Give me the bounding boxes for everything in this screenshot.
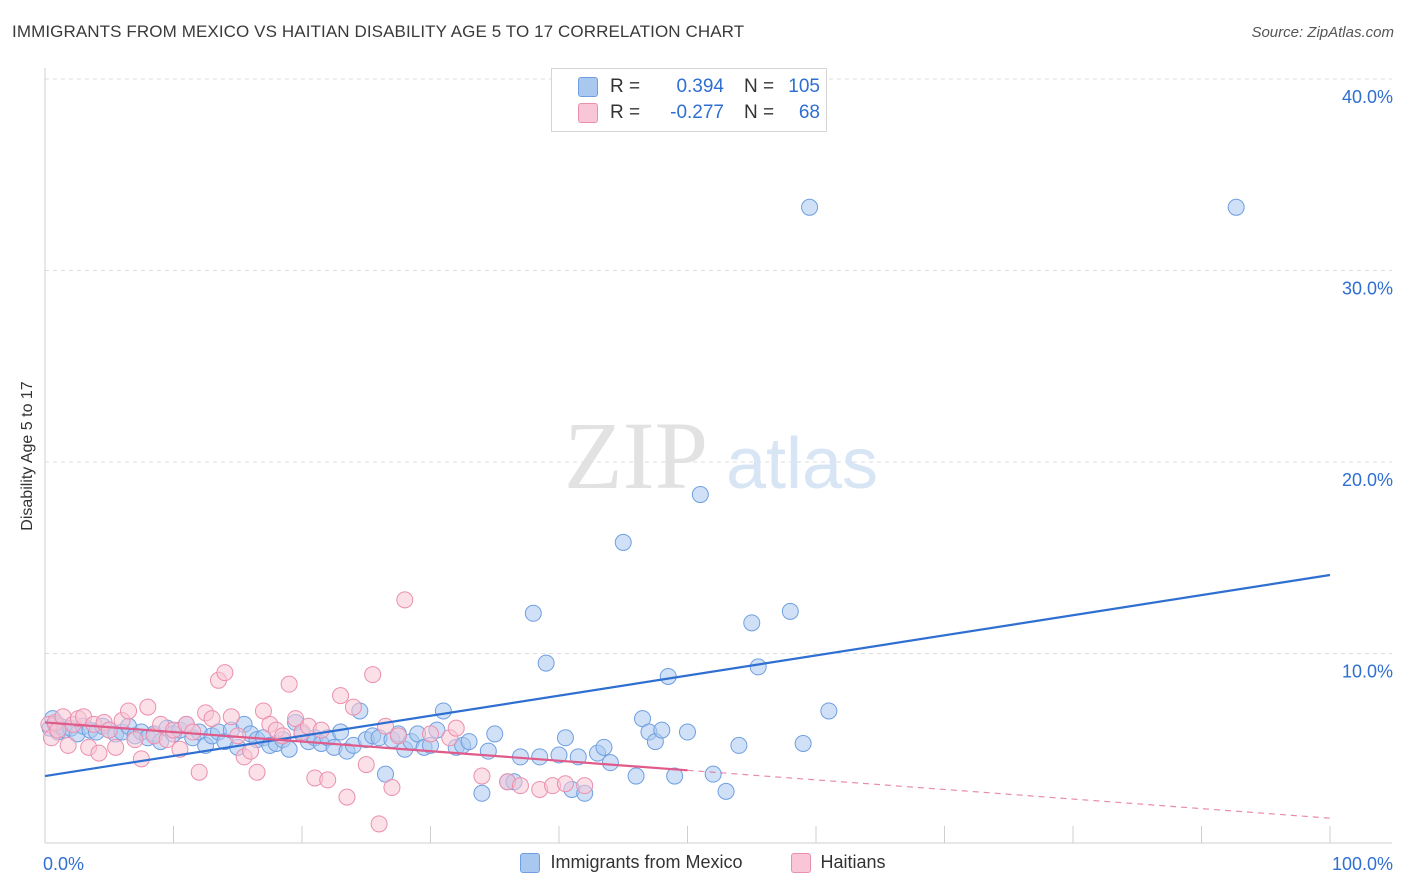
mexico-point: [1227, 198, 1245, 216]
mexico-point: [820, 702, 838, 720]
haitian-point: [319, 771, 337, 789]
watermark-atlas: atlas: [726, 424, 878, 504]
mexico-point: [717, 782, 735, 800]
legend-r-value: 0.394: [676, 76, 724, 97]
mexico-point: [486, 725, 504, 743]
haitian-point: [222, 708, 240, 726]
haitian-point: [280, 675, 298, 693]
haitian-point: [364, 666, 382, 684]
legend-r-label: R =: [610, 102, 641, 123]
legend-n-label: N =: [744, 76, 775, 97]
mexico-point: [473, 784, 491, 802]
y-tick-label: 10.0%: [1342, 662, 1393, 682]
haitian-point: [107, 738, 125, 756]
chart-title: IMMIGRANTS FROM MEXICO VS HAITIAN DISABI…: [12, 22, 745, 41]
mexico-point: [653, 721, 671, 739]
legend-label-mexico: Immigrants from Mexico: [550, 852, 743, 872]
mexico-point: [550, 746, 568, 764]
legend-row-haitians: R = -0.277 N = 68: [578, 100, 820, 126]
haitian-point: [203, 710, 221, 728]
mexico-point: [460, 733, 478, 751]
data-points: [40, 198, 1245, 833]
mexico-point: [627, 767, 645, 785]
haitian-point: [383, 779, 401, 797]
mexico-point: [679, 723, 696, 741]
mexico-point: [595, 738, 613, 756]
mexico-point: [434, 702, 452, 720]
mexico-point: [531, 748, 549, 766]
haitian-point: [447, 719, 465, 737]
haitian-point: [357, 756, 375, 774]
mexico-point: [332, 723, 350, 741]
legend-item-haitians[interactable]: Haitians: [790, 852, 886, 873]
haitian-point: [126, 731, 144, 749]
haitian-point: [576, 777, 594, 795]
y-tick-label: 20.0%: [1342, 470, 1393, 490]
haitian-point: [344, 698, 362, 716]
legend-swatch-mexico: [520, 852, 541, 873]
haitian-point: [248, 763, 266, 781]
legend-label-haitians: Haitians: [820, 852, 886, 872]
haitian-point: [120, 702, 138, 720]
haitian-point: [190, 763, 208, 781]
tick-labels: 10.0% 20.0% 30.0% 40.0% 0.0% 100.0%: [43, 87, 1393, 874]
mexico-point: [730, 736, 748, 754]
mexico-point: [524, 604, 542, 622]
haitian-point: [216, 664, 234, 682]
legend-n-label: N =: [744, 102, 775, 123]
mexico-point: [659, 667, 677, 685]
haitian-point: [59, 736, 77, 754]
haitian-point: [90, 744, 108, 762]
correlation-legend: R = 0.394 N = 105 R = -0.277 N = 68: [551, 68, 827, 132]
mexico-point: [749, 658, 767, 676]
mexico-point: [801, 198, 819, 216]
legend-swatch-mexico: [578, 77, 598, 97]
legend-swatch-haitians: [578, 103, 598, 123]
mexico-point: [601, 754, 619, 772]
trend-lines: [44, 573, 1331, 819]
mexico-point: [691, 486, 709, 504]
grid-lines: [45, 78, 1392, 654]
haitian-point: [511, 777, 529, 795]
x-tick-label: 0.0%: [43, 854, 84, 874]
x-tick-label: 100.0%: [1332, 854, 1393, 874]
mexico-point: [781, 602, 799, 620]
haitian-point: [332, 687, 350, 705]
legend-item-mexico[interactable]: Immigrants from Mexico: [520, 852, 743, 873]
legend-r-label: R =: [610, 76, 641, 97]
haitian-point: [139, 698, 157, 716]
legend-r-value: -0.277: [670, 102, 724, 123]
haitian-point: [312, 721, 330, 739]
haitian-point: [396, 591, 414, 609]
haitian-point: [389, 727, 407, 745]
legend-swatch-haitians: [790, 852, 811, 873]
legend-n-value: 105: [788, 76, 820, 97]
mexico-point: [556, 729, 574, 747]
legend-row-mexico: R = 0.394 N = 105: [578, 74, 820, 100]
mexico-point: [614, 533, 632, 551]
haitian-point: [370, 815, 388, 833]
mexico-point: [743, 614, 761, 632]
watermark: ZIP atlas: [564, 402, 878, 509]
axes: [44, 68, 1392, 844]
watermark-zip: ZIP: [564, 402, 708, 509]
y-tick-label: 30.0%: [1342, 279, 1393, 299]
source-label: Source: ZipAtlas.com: [1251, 24, 1394, 41]
mexico-point: [666, 767, 684, 785]
mexico-point: [537, 654, 555, 672]
mexico-trend-line: [44, 573, 1331, 778]
haitian-point: [556, 775, 574, 793]
series-legend: Immigrants from Mexico Haitians: [0, 852, 1406, 873]
haitian-point: [132, 750, 150, 768]
haitian-trend-extension: [687, 769, 1331, 819]
y-tick-label: 40.0%: [1342, 87, 1393, 107]
haitian-trend-line: [44, 721, 688, 772]
haitian-point: [338, 788, 356, 806]
legend-n-value: 68: [798, 102, 820, 123]
mexico-point: [704, 765, 722, 783]
haitian-point: [422, 725, 439, 743]
mexico-point: [794, 735, 812, 753]
haitian-point: [473, 767, 491, 785]
